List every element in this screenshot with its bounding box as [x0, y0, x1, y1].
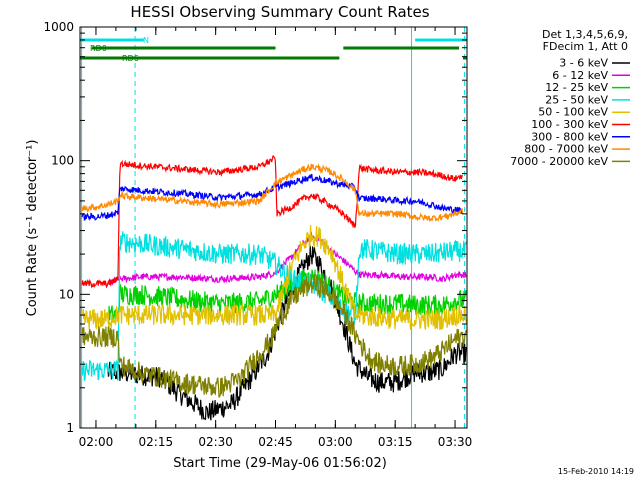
series-line-2: [107, 268, 467, 325]
x-tick-label: 03:00: [318, 435, 353, 449]
y-tick-label: 100: [51, 154, 74, 168]
y-tick-label: 10: [59, 287, 74, 301]
flag-bars: N RD0 RD6: [80, 36, 467, 63]
x-tick-label: 03:15: [378, 435, 413, 449]
x-tick-label: 03:30: [438, 435, 473, 449]
date-stamp: 15-Feb-2010 14:19: [558, 467, 634, 476]
legend: Det 1,3,4,5,6,9,FDecim 1, Att 0 3 - 6 keV…: [510, 28, 630, 168]
legend-label: 25 - 50 keV: [545, 93, 608, 106]
x-axis-label: Start Time (29-May-06 01:56:02): [173, 456, 387, 471]
legend-label: 100 - 300 keV: [531, 118, 608, 131]
y-axis-label: Count Rate (s⁻¹ detector⁻¹): [25, 140, 40, 317]
legend-label: 3 - 6 keV: [559, 57, 608, 70]
x-tick-label: 02:45: [258, 435, 293, 449]
chart-title: HESSI Observing Summary Count Rates: [130, 3, 429, 21]
legend-label: 800 - 7000 keV: [524, 143, 608, 156]
legend-label: 50 - 100 keV: [538, 106, 608, 119]
series-line-3: [81, 231, 467, 381]
series-line-5: [81, 155, 464, 289]
legend-header-line: Det 1,3,4,5,6,9,: [542, 28, 628, 41]
series-line-1: [107, 231, 467, 286]
y-tick-label: 1000: [43, 20, 74, 34]
x-tick-label: 02:15: [139, 435, 174, 449]
series-line-4: [81, 225, 467, 331]
series-line-6: [81, 173, 463, 222]
flag-n-label: N: [143, 36, 149, 45]
x-axis: 02:00 02:15 02:30 02:45 03:00 03:15 03:30: [79, 27, 473, 449]
legend-label: 300 - 800 keV: [531, 130, 608, 143]
x-tick-label: 02:00: [79, 435, 114, 449]
flag-rd0-label: RD0: [90, 44, 107, 53]
series-line-8: [81, 274, 467, 398]
series-lines: [81, 155, 467, 421]
y-tick-label: 1: [66, 421, 74, 435]
plot-frame: [79, 26, 468, 429]
legend-label: 6 - 12 keV: [552, 69, 608, 82]
legend-label: 12 - 25 keV: [545, 81, 608, 94]
series-line-7: [81, 162, 464, 223]
flag-rd6-label: RD6: [122, 54, 139, 63]
y-axis: 1 10 100 1000: [43, 20, 467, 435]
x-tick-label: 02:30: [198, 435, 233, 449]
legend-header-line: FDecim 1, Att 0: [543, 40, 628, 53]
legend-label: 7000 - 20000 keV: [510, 155, 608, 168]
